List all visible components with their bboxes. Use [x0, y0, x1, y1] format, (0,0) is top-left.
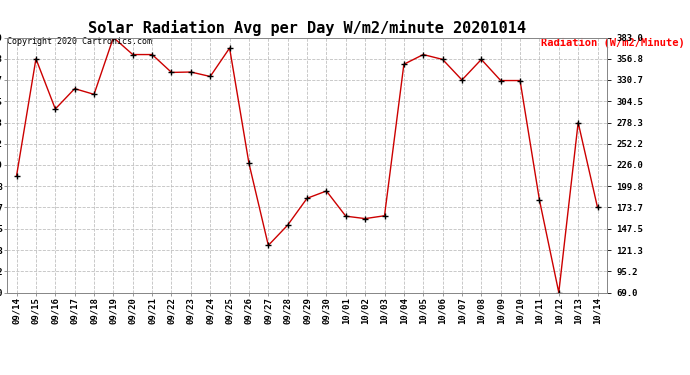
Text: Copyright 2020 Cartronics.com: Copyright 2020 Cartronics.com — [7, 38, 152, 46]
Text: Radiation (W/m2/Minute): Radiation (W/m2/Minute) — [542, 38, 685, 48]
Title: Solar Radiation Avg per Day W/m2/minute 20201014: Solar Radiation Avg per Day W/m2/minute … — [88, 20, 526, 36]
